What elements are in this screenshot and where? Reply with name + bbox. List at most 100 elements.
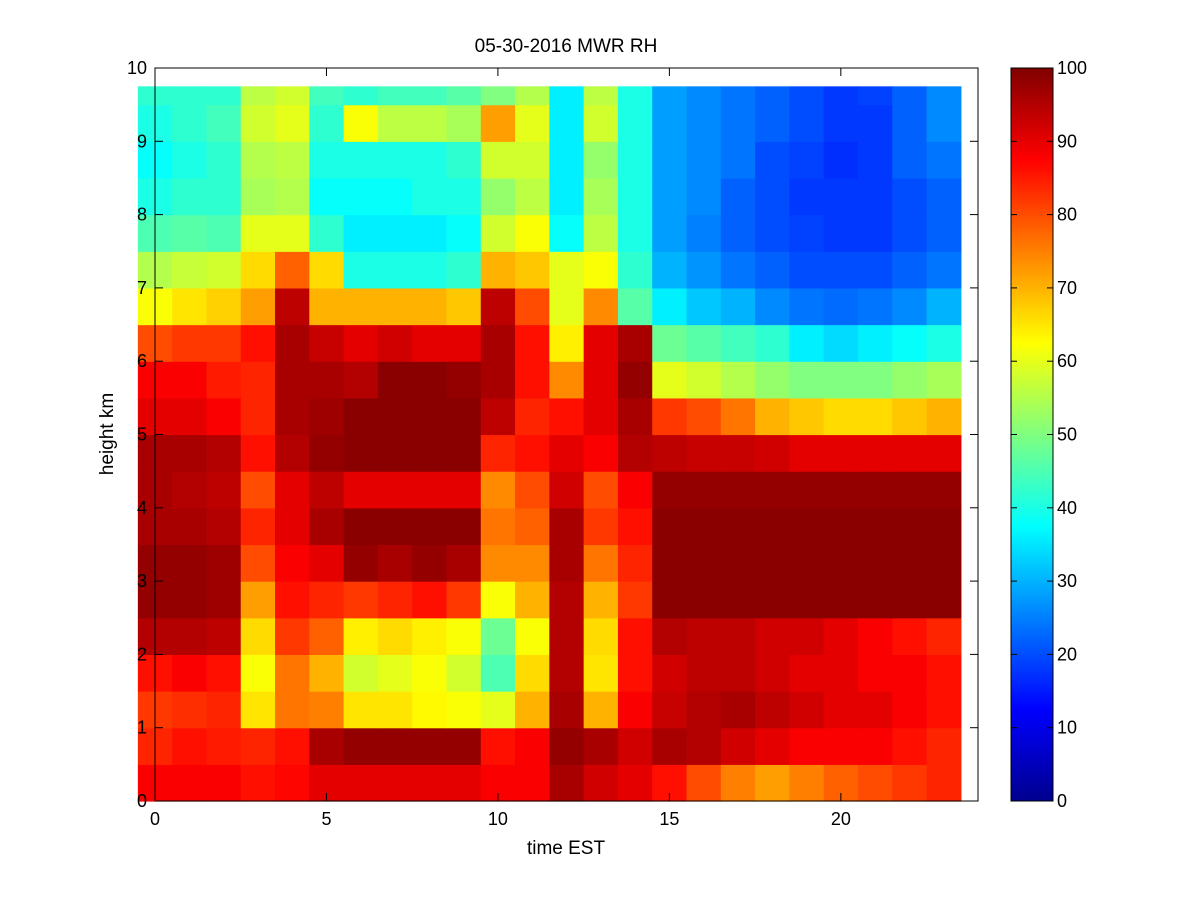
heatmap-cell (377, 397, 413, 436)
heatmap-cell (549, 324, 585, 362)
heatmap-cell (206, 361, 242, 399)
heatmap-cell (275, 691, 310, 729)
heatmap-cell (583, 544, 619, 582)
heatmap-cell (172, 581, 208, 619)
heatmap-cell (617, 287, 653, 326)
heatmap-cell (549, 104, 585, 142)
heatmap-cell (720, 86, 756, 106)
heatmap-cell (412, 617, 448, 655)
heatmap-cell (583, 581, 619, 619)
heatmap-cell (789, 764, 825, 802)
heatmap-cell (206, 471, 242, 509)
heatmap-cell (343, 691, 379, 729)
heatmap-cell (652, 86, 688, 106)
heatmap-cell (583, 654, 619, 692)
heatmap-cell (515, 287, 550, 326)
heatmap-cell (583, 361, 619, 399)
heatmap-cell (617, 764, 653, 802)
heatmap-cell (206, 251, 242, 289)
heatmap-cell (720, 727, 756, 765)
heatmap-cell (789, 727, 825, 765)
heatmap-cell (412, 86, 448, 106)
heatmap-cell (240, 544, 276, 582)
heatmap-cell (652, 214, 688, 252)
heatmap-cell (377, 654, 413, 692)
heatmap-cell (755, 324, 790, 362)
heatmap-cell (617, 581, 653, 619)
heatmap-cell (857, 214, 893, 252)
heatmap-cell (686, 691, 722, 729)
heatmap-cell (549, 86, 585, 106)
heatmap-cell (412, 251, 448, 289)
heatmap-cell (823, 141, 859, 179)
heatmap-cell (583, 617, 619, 655)
heatmap-cell (857, 544, 893, 582)
heatmap-cell (686, 324, 722, 362)
heatmap-cell (857, 177, 893, 216)
heatmap-cell (720, 581, 756, 619)
heatmap-cell (309, 727, 345, 765)
heatmap-cell (412, 397, 448, 436)
heatmap-cell (412, 581, 448, 619)
heatmap-cell (720, 397, 756, 436)
heatmap-cell (686, 86, 722, 106)
heatmap-cell (480, 397, 516, 436)
heatmap-cell (892, 287, 928, 326)
heatmap-cell (892, 507, 928, 546)
heatmap-cell (480, 214, 516, 252)
heatmap-cell (686, 104, 722, 142)
heatmap-cell (549, 397, 585, 436)
heatmap-cell (789, 361, 825, 399)
heatmap-cell (549, 361, 585, 399)
heatmap-cell (343, 434, 379, 472)
heatmap-cell (857, 104, 893, 142)
heatmap-cell (789, 177, 825, 216)
heatmap-cell (892, 544, 928, 582)
heatmap-cell (789, 141, 825, 179)
heatmap-cell (377, 287, 413, 326)
heatmap-cell (892, 581, 928, 619)
heatmap-cell (823, 214, 859, 252)
heatmap-cell (926, 86, 962, 106)
heatmap-cell (240, 727, 276, 765)
heatmap-cell (275, 324, 310, 362)
heatmap-cell (755, 397, 790, 436)
heatmap-cell (309, 397, 345, 436)
colorbar-tick-label: 80 (1057, 205, 1077, 225)
heatmap-cell (309, 544, 345, 582)
heatmap-cell (446, 397, 482, 436)
heatmap-cell (412, 361, 448, 399)
heatmap-cell (652, 544, 688, 582)
heatmap-cell (515, 324, 550, 362)
heatmap-cell (823, 727, 859, 765)
heatmap-cell (583, 764, 619, 802)
heatmap-cell (823, 654, 859, 692)
heatmap-cell (206, 581, 242, 619)
heatmap-cell (343, 617, 379, 655)
heatmap-cell (412, 287, 448, 326)
heatmap-cell (926, 581, 962, 619)
heatmap-cell (857, 581, 893, 619)
heatmap-cell (823, 397, 859, 436)
heatmap-cell (755, 507, 790, 546)
heatmap-cell (377, 361, 413, 399)
heatmap-cell (789, 214, 825, 252)
heatmap-cell (343, 214, 379, 252)
heatmap-cell (823, 251, 859, 289)
heatmap-cell (275, 86, 310, 106)
colorbar-tick-label: 50 (1057, 425, 1077, 445)
heatmap-cell (686, 141, 722, 179)
heatmap-cell (857, 141, 893, 179)
heatmap-cell (549, 764, 585, 802)
heatmap-cell (652, 104, 688, 142)
heatmap-cell (446, 214, 482, 252)
heatmap-cell (343, 544, 379, 582)
heatmap-cell (857, 251, 893, 289)
heatmap-cell (686, 177, 722, 216)
heatmap-cell (686, 581, 722, 619)
heatmap-cell (823, 287, 859, 326)
heatmap-cell (823, 434, 859, 472)
heatmap-cell (926, 141, 962, 179)
heatmap-cell (926, 214, 962, 252)
heatmap-cell (206, 654, 242, 692)
